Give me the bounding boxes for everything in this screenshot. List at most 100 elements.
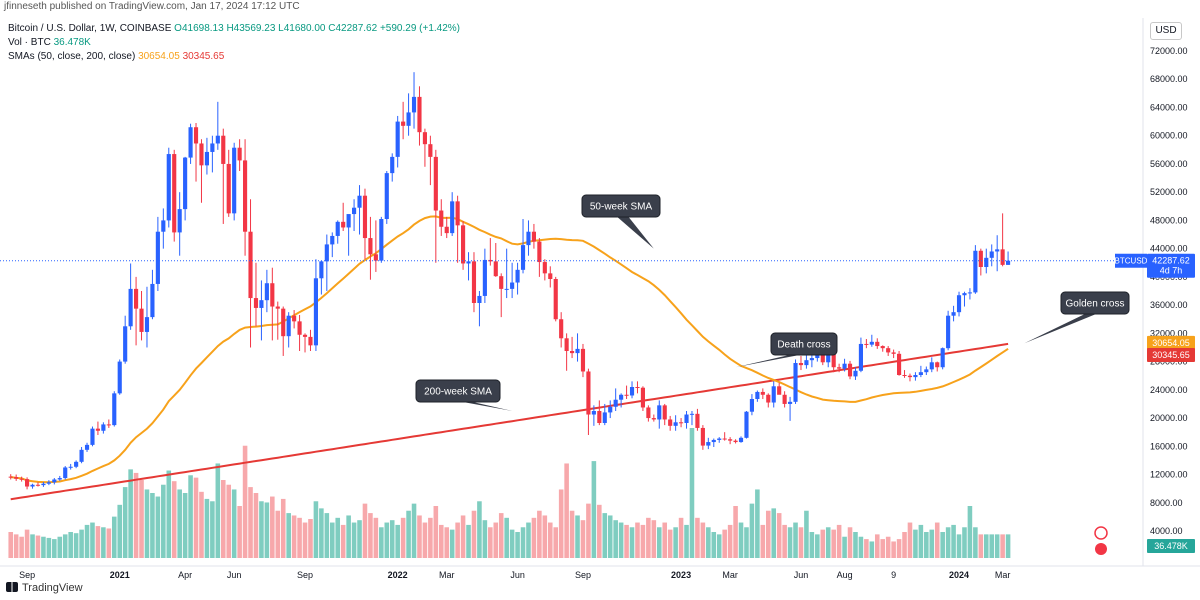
volume-bar (302, 522, 308, 558)
volume-bar (607, 515, 613, 558)
candle-body (749, 399, 754, 412)
volume-bar (275, 510, 281, 558)
candle-body (847, 363, 853, 377)
volume-row: Vol · BTC 36.478K (8, 36, 460, 50)
candle-body (717, 438, 722, 440)
sma50-price-text: 30654.05 (1152, 338, 1190, 348)
y-tick-label: 72000.00 (1150, 46, 1188, 56)
candle-body (161, 220, 166, 232)
volume-bar (13, 534, 19, 558)
volume-bar (515, 532, 520, 558)
volume-bar (504, 517, 509, 558)
candle-body (564, 338, 569, 351)
volume-bar (983, 534, 989, 558)
volume-bar (547, 522, 553, 558)
x-tick-label: 2021 (110, 570, 130, 580)
btcusd-tag-text: BTCUSD (1115, 257, 1148, 266)
volume-bar (101, 527, 106, 558)
candle-body (1006, 260, 1011, 265)
candle-body (74, 461, 79, 467)
volume-bar (182, 493, 188, 558)
volume-bar (488, 527, 493, 558)
volume-bar (144, 489, 150, 558)
candle-body (477, 295, 482, 303)
candle-body (962, 293, 967, 296)
candle-body (951, 312, 956, 316)
candle-body (837, 367, 842, 369)
volume-bar (918, 524, 924, 558)
candle-body (341, 221, 346, 228)
volume-bar (128, 469, 133, 558)
symbol-label: Bitcoin / U.S. Dollar, 1W, COINBASE (8, 23, 172, 34)
candle-body (8, 476, 13, 478)
candle-body (19, 478, 24, 480)
volume-bar (62, 534, 68, 558)
volume-bar (913, 529, 918, 558)
volume-bar (226, 484, 232, 558)
flag-icon[interactable] (1095, 543, 1107, 555)
candle-body (166, 154, 171, 221)
volume-bar (466, 524, 471, 558)
volume-bar (95, 526, 101, 558)
volume-bar (57, 536, 63, 558)
candle-body (199, 143, 204, 166)
volume-bar (613, 520, 618, 558)
volume-bar (329, 522, 335, 558)
candle-body (531, 231, 536, 242)
volume-bar (384, 522, 390, 558)
candle-body (352, 207, 357, 215)
volume-bar (264, 502, 270, 558)
candle-body (940, 348, 945, 368)
volume-bar (220, 480, 226, 558)
candle-body (510, 282, 515, 289)
currency-button[interactable]: USD (1150, 22, 1182, 40)
volume-bar (684, 524, 689, 558)
volume-last-badge (1147, 539, 1195, 553)
candle-body (766, 394, 771, 403)
candle-body (215, 135, 220, 144)
candle-body (264, 283, 269, 301)
tradingview-logo: TradingView (6, 582, 83, 594)
volume-bar (695, 517, 700, 558)
volume-value: 36.478K (53, 37, 91, 48)
volume-bar (270, 496, 275, 558)
death-cross-callout-pointer (735, 353, 810, 368)
volume-bar (422, 522, 428, 558)
sma50-line (10, 215, 1009, 484)
candle-body (35, 484, 41, 486)
volume-bar (84, 524, 90, 558)
volume-bar (482, 520, 488, 558)
candle-body (831, 351, 836, 368)
volume-bar (782, 524, 787, 558)
volume-bar (733, 506, 738, 558)
candle-body (657, 405, 662, 420)
candle-body (270, 283, 275, 307)
candle-body (897, 353, 902, 375)
volume-bar (885, 536, 891, 558)
candle-body (935, 362, 940, 368)
candle-body (864, 343, 869, 345)
alert-icon[interactable] (1094, 526, 1108, 540)
volume-bar (400, 517, 406, 558)
candle-body (804, 360, 809, 366)
candle-body (226, 163, 231, 214)
volume-bar (433, 506, 439, 558)
volume-bar (716, 534, 722, 558)
candle-body (493, 261, 498, 277)
x-tick-label: Mar (439, 570, 455, 580)
volume-bar (602, 513, 608, 558)
y-tick-label: 68000.00 (1150, 74, 1188, 84)
volume-bar (231, 489, 237, 558)
candle-body (106, 424, 111, 426)
candle-body (183, 157, 188, 210)
candle-body (526, 231, 531, 246)
volume-bar (891, 541, 896, 558)
candle-body (738, 437, 744, 443)
volume-bar (204, 498, 210, 558)
candle-body (722, 438, 727, 440)
volume-bar (428, 517, 433, 558)
volume-bar (542, 515, 548, 558)
volume-bar (351, 522, 357, 558)
candle-body (204, 151, 209, 166)
